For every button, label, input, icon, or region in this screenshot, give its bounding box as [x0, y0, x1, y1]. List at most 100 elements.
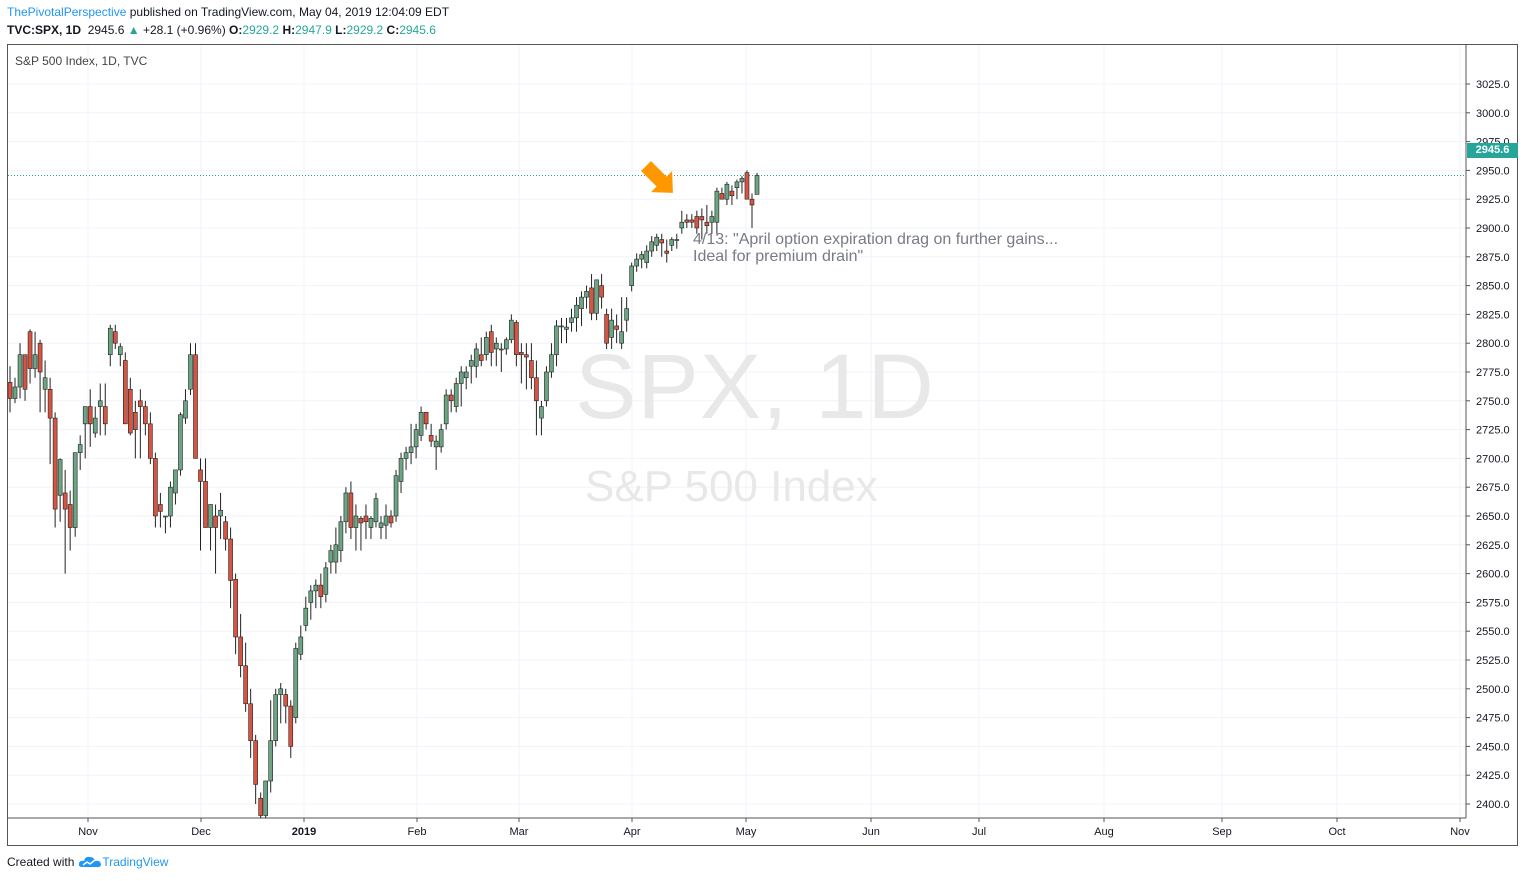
candle: [203, 458, 208, 528]
candle-body: [47, 388, 53, 419]
candle: [308, 585, 314, 620]
candle-body: [328, 550, 334, 563]
candle: [659, 233, 665, 257]
candle: [654, 233, 660, 252]
candle-body: [504, 339, 509, 350]
candle-body: [418, 412, 424, 436]
candle: [744, 170, 750, 200]
candle: [158, 492, 163, 528]
candle-body: [193, 354, 198, 459]
candle: [549, 343, 554, 378]
candle: [579, 291, 584, 326]
candle: [473, 343, 479, 378]
candle: [97, 383, 103, 436]
candle: [413, 423, 419, 459]
candle-body: [248, 703, 253, 741]
y-tick-label: 2925.0: [1476, 194, 1510, 206]
candle: [363, 504, 369, 540]
candle: [674, 233, 680, 249]
candle: [338, 516, 344, 563]
candle-body: [82, 406, 88, 425]
candle-body: [529, 360, 534, 379]
candle: [117, 343, 123, 367]
candle-body: [619, 331, 624, 344]
candle-body: [443, 394, 449, 425]
candle: [519, 343, 524, 384]
candle-body: [77, 444, 83, 453]
y-tick-label: 2425.0: [1476, 770, 1510, 782]
candle-body: [539, 406, 544, 419]
candle: [77, 435, 83, 470]
candle: [509, 314, 514, 344]
candle-body: [258, 797, 263, 816]
y-tick-label: 2800.0: [1476, 338, 1510, 350]
candle: [32, 331, 38, 378]
candle-body: [569, 317, 574, 323]
candle-body: [499, 348, 504, 351]
candle: [388, 510, 394, 528]
symbol-label: TVC:SPX, 1D: [7, 23, 82, 37]
candle: [107, 324, 113, 367]
candle: [223, 516, 228, 551]
candle: [398, 452, 404, 493]
open-value: 2929.2: [242, 23, 280, 37]
candle-body: [629, 265, 634, 286]
author-link[interactable]: ThePivotalPerspective: [7, 5, 127, 19]
candle-body: [123, 360, 128, 425]
candle: [468, 354, 474, 384]
candle-body: [534, 377, 539, 402]
candle: [52, 412, 58, 528]
y-tick-label: 2875.0: [1476, 252, 1510, 264]
candle-body: [57, 459, 63, 496]
candle-body: [62, 492, 68, 510]
candle: [634, 253, 639, 272]
candle: [483, 331, 489, 361]
x-tick-label: Dec: [191, 826, 211, 838]
candle-body: [634, 258, 639, 267]
candle: [293, 642, 299, 724]
up-triangle-icon: ▲: [127, 23, 140, 37]
chart-annotation[interactable]: 4/13: "April option expiration drag on f…: [693, 231, 1059, 265]
candle-body: [408, 446, 414, 453]
candle: [529, 343, 534, 390]
candle-body: [253, 740, 258, 785]
candle-body: [333, 544, 339, 563]
y-tick-label: 2825.0: [1476, 309, 1510, 321]
candle-body: [739, 178, 745, 183]
candle: [393, 469, 399, 522]
candle: [12, 377, 18, 404]
candle-body: [754, 175, 760, 195]
candle: [328, 544, 334, 574]
tradingview-link[interactable]: TradingView: [102, 855, 169, 869]
candle: [233, 573, 238, 655]
candle: [408, 423, 414, 465]
candle: [624, 297, 629, 332]
y-tick-label: 2525.0: [1476, 655, 1510, 667]
candle-body: [203, 481, 208, 528]
candle-body: [714, 190, 720, 223]
candle: [22, 354, 28, 401]
candle-body: [659, 239, 665, 244]
publish-info: ThePivotalPerspective published on Tradi…: [7, 5, 449, 19]
candle-body: [112, 331, 118, 344]
candle-body: [438, 429, 444, 448]
candle-body: [448, 394, 454, 402]
x-tick-label: Oct: [1328, 826, 1345, 838]
candle-body: [12, 386, 18, 399]
candle: [754, 172, 760, 195]
candle-body: [699, 216, 705, 221]
chart-frame[interactable]: [7, 44, 1518, 846]
candle: [198, 458, 203, 551]
candle: [248, 688, 253, 758]
y-tick-label: 3025.0: [1476, 79, 1510, 91]
candle: [554, 320, 559, 367]
pane-title: S&P 500 Index, 1D, TVC: [15, 54, 148, 68]
candle-body: [599, 285, 604, 298]
y-tick-label: 2400.0: [1476, 799, 1510, 811]
y-tick-label: 2900.0: [1476, 223, 1510, 235]
candle: [418, 406, 424, 442]
candle-body: [614, 325, 619, 330]
y-tick-label: 2625.0: [1476, 540, 1510, 552]
candle-body: [8, 382, 13, 399]
